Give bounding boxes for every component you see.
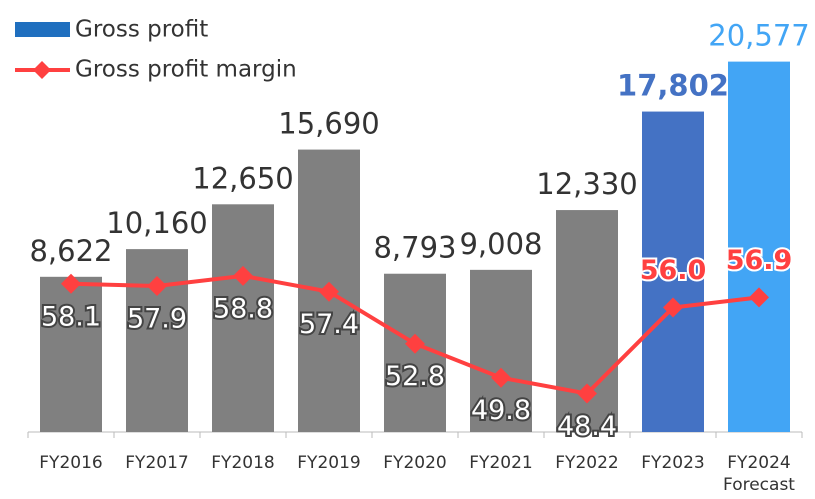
data-label: 10,160	[106, 206, 207, 240]
x-tick-label: FY2020	[383, 453, 447, 473]
data-label: 49.8	[471, 395, 531, 426]
bar	[212, 204, 274, 432]
bar	[728, 61, 790, 432]
data-label: 56.0	[640, 255, 707, 286]
legend-marker	[33, 61, 51, 79]
line-marker	[405, 333, 425, 354]
data-label: 9,008	[459, 227, 542, 261]
bar	[40, 276, 102, 432]
line-marker	[61, 273, 81, 294]
legend-label: Gross profit margin	[75, 57, 297, 83]
data-label: 56.9	[726, 245, 793, 276]
x-tick-label: FY2024 Forecast	[723, 453, 795, 495]
x-tick-label: FY2021	[469, 453, 533, 473]
line-marker	[319, 281, 339, 302]
line-marker	[749, 287, 769, 308]
data-label: 12,650	[192, 161, 293, 195]
data-label: 57.4	[299, 309, 359, 340]
data-label: 20,577	[708, 19, 809, 53]
data-label: 8,622	[29, 234, 112, 268]
bar	[642, 111, 704, 433]
data-label: 17,802	[617, 69, 729, 103]
legend-label: Gross profit	[75, 17, 208, 43]
data-label: 57.9	[127, 304, 187, 335]
line-marker	[577, 383, 597, 404]
x-tick-label: FY2017	[125, 453, 189, 473]
data-label: 8,793	[373, 231, 456, 265]
data-label: 58.1	[41, 301, 101, 332]
x-tick-label: FY2018	[211, 453, 275, 473]
x-tick-label: FY2016	[39, 453, 103, 473]
data-label: 58.8	[213, 293, 273, 324]
x-tick-label: FY2019	[297, 453, 361, 473]
legend-swatch-bar	[15, 22, 70, 37]
line-marker	[233, 265, 253, 286]
bar	[470, 269, 532, 432]
line-marker	[663, 297, 683, 318]
data-label: 48.4	[557, 411, 617, 442]
data-label: 15,690	[278, 107, 379, 141]
data-label: 12,330	[536, 167, 637, 201]
line-marker	[147, 276, 167, 297]
x-tick-label: FY2023	[641, 453, 705, 473]
line-marker	[491, 367, 511, 388]
x-tick-label: FY2022	[555, 453, 619, 473]
data-label: 52.8	[385, 361, 445, 392]
